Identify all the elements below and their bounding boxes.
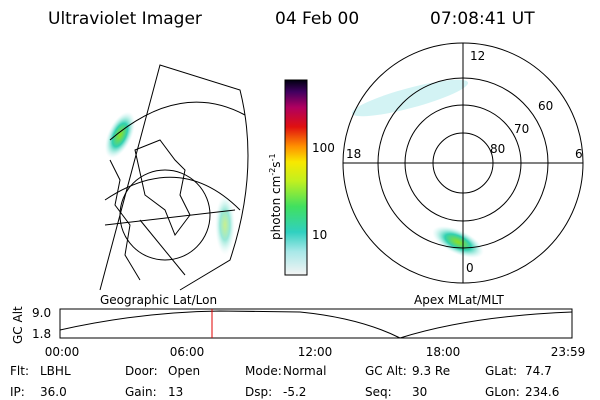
time-tick-label: 00:00 [45, 345, 80, 359]
field-value: 234.6 [525, 385, 559, 399]
field-label: Gain: [125, 385, 157, 399]
field-label: Door: [125, 364, 158, 378]
lat-label: 70 [514, 122, 529, 136]
field-value: 36.0 [40, 385, 67, 399]
field-value: LBHL [40, 364, 71, 378]
field-value: Normal [283, 364, 326, 378]
y-tick-label: 1.8 [32, 327, 51, 341]
status-footer: Flt: LBHL Door: Open Mode: Normal GC Alt: 9.3 R… [10, 364, 559, 399]
field-label: GLat: [485, 364, 517, 378]
time-tick-label: 06:00 [170, 345, 205, 359]
colorbar-tick: 100 [312, 141, 335, 155]
time-tick-label: 12:00 [298, 345, 333, 359]
field-label: GC Alt: [365, 364, 407, 378]
altitude-curve [59, 310, 573, 339]
lat-label: 80 [490, 142, 505, 156]
time-axis: 00:00 06:00 12:00 18:00 23:59 [45, 345, 586, 359]
time-tick-label: 23:59 [551, 345, 586, 359]
mlt-label: 0 [466, 261, 474, 275]
mlt-label: 6 [575, 147, 583, 161]
geographic-map [99, 64, 249, 291]
lat-label: 60 [538, 99, 553, 113]
panel-label: Geographic Lat/Lon [100, 293, 217, 307]
field-label: IP: [10, 385, 25, 399]
time-tick-label: 18:00 [426, 345, 461, 359]
y-tick-label: 9.0 [32, 306, 51, 320]
time: 07:08:41 UT [430, 9, 535, 29]
field-value: 13 [168, 385, 183, 399]
field-value: Open [168, 364, 200, 378]
colorbar [284, 79, 308, 276]
panel-label: Apex MLat/MLT [414, 293, 504, 307]
mlt-label: 12 [470, 49, 485, 63]
field-label: Mode: [245, 364, 282, 378]
field-label: Flt: [10, 364, 29, 378]
date: 04 Feb 00 [275, 9, 359, 29]
altitude-panel [59, 308, 573, 339]
field-value: 9.3 Re [412, 364, 450, 378]
field-label: GLon: [485, 385, 520, 399]
mlt-label: 18 [346, 147, 361, 161]
field-label: Dsp: [245, 385, 272, 399]
field-value: 30 [412, 385, 427, 399]
field-label: Seq: [365, 385, 392, 399]
axis-label: GC Alt [11, 306, 25, 344]
title: Ultraviolet Imager [48, 9, 202, 29]
field-value: -5.2 [283, 385, 306, 399]
polar-plot [342, 42, 584, 284]
colorbar-tick: 10 [312, 228, 327, 242]
colorbar-unit: photon cm-2s-1 [268, 153, 283, 240]
field-value: 74.7 [525, 364, 552, 378]
